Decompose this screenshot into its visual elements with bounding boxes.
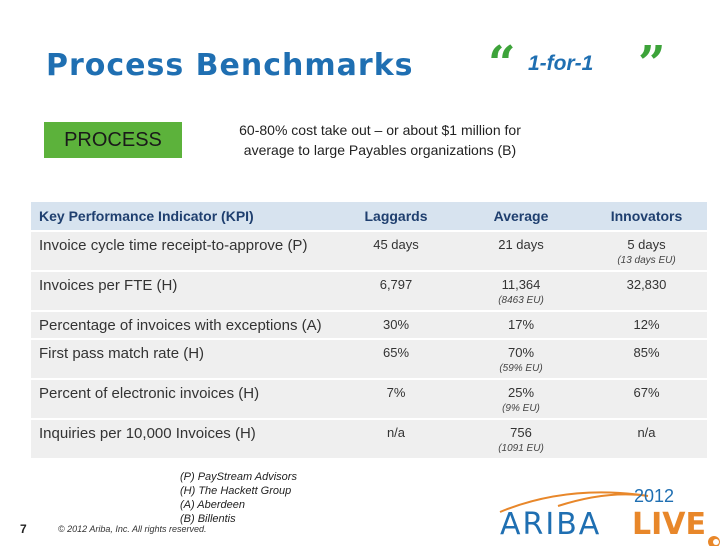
table-row: Inquiries per 10,000 Invoices (H) n/a 75… <box>31 420 707 458</box>
kpi-name: Invoices per FTE (H) <box>31 272 336 310</box>
innovators-cell: 12% <box>586 312 707 338</box>
cost-claim-line-1: 60-80% cost take out – or about $1 milli… <box>239 122 521 138</box>
table-row: Percentage of invoices with exceptions (… <box>31 312 707 338</box>
slide-title: Process Benchmarks <box>46 48 414 83</box>
copyright-notice: © 2012 Ariba, Inc. All rights reserved. <box>58 524 207 534</box>
laggards-cell: 65% <box>336 340 456 378</box>
quote-callout: “ 1-for-1 ” <box>488 40 678 88</box>
process-label-box: PROCESS <box>44 122 182 158</box>
average-subvalue: (9% EU) <box>502 403 540 414</box>
quote-text: 1-for-1 <box>528 52 594 75</box>
header-average: Average <box>456 202 586 230</box>
average-cell: 70% (59% EU) <box>456 340 586 378</box>
average-cell: 11,364 (8463 EU) <box>456 272 586 310</box>
average-cell: 25% (9% EU) <box>456 380 586 418</box>
laggards-cell: 45 days <box>336 232 456 270</box>
innovators-cell: n/a <box>586 420 707 458</box>
innovators-cell: 32,830 <box>586 272 707 310</box>
laggards-cell: 30% <box>336 312 456 338</box>
source-paystream: (P) PayStream Advisors <box>180 471 297 483</box>
average-value: 70% <box>507 345 535 360</box>
open-quote-mark: “ <box>488 36 516 92</box>
table-row: Invoices per FTE (H) 6,797 11,364 (8463 E… <box>31 272 707 310</box>
kpi-name: Percentage of invoices with exceptions (… <box>31 312 336 338</box>
average-subvalue: (8463 EU) <box>498 295 544 306</box>
page-number: 7 <box>20 522 27 536</box>
kpi-name: Inquiries per 10,000 Invoices (H) <box>31 420 336 458</box>
laggards-value: n/a <box>386 425 406 440</box>
average-subvalue: (59% EU) <box>499 363 543 374</box>
innovators-subvalue: (13 days EU) <box>617 255 676 266</box>
innovators-cell: 85% <box>586 340 707 378</box>
average-value: 11,364 <box>501 277 541 292</box>
logo-year: 2012 <box>634 486 674 506</box>
kpi-name: Percent of electronic invoices (H) <box>31 380 336 418</box>
header-innovators: Innovators <box>586 202 707 230</box>
logo-ariba: ARIBA <box>500 507 601 542</box>
average-cell: 756 (1091 EU) <box>456 420 586 458</box>
kpi-table-header: Key Performance Indicator (KPI) Laggards… <box>31 202 707 230</box>
logo-live: LIVE <box>632 507 706 542</box>
table-row: Percent of electronic invoices (H) 7% 25… <box>31 380 707 418</box>
header-laggards: Laggards <box>336 202 456 230</box>
source-billentis: (B) Billentis <box>180 513 236 525</box>
innovators-value: 67% <box>633 385 660 400</box>
ariba-live-logo: 2012 ARIBA LIVE <box>499 486 720 546</box>
table-row: Invoice cycle time receipt-to-approve (P… <box>31 232 707 270</box>
table-row: First pass match rate (H) 65% 70% (59% EU… <box>31 340 707 378</box>
innovators-value: 12% <box>633 317 660 332</box>
average-value: 25% <box>507 385 535 400</box>
innovators-value: n/a <box>637 425 656 440</box>
innovators-value: 5 days <box>627 237 666 252</box>
kpi-name: Invoice cycle time receipt-to-approve (P… <box>31 232 336 270</box>
kpi-table: Key Performance Indicator (KPI) Laggards… <box>31 200 707 460</box>
header-kpi: Key Performance Indicator (KPI) <box>31 202 336 230</box>
laggards-cell: n/a <box>336 420 456 458</box>
innovators-value: 32,830 <box>626 277 667 292</box>
average-cell: 21 days <box>456 232 586 270</box>
laggards-value: 30% <box>382 317 410 332</box>
source-aberdeen: (A) Aberdeen <box>180 499 246 511</box>
average-subvalue: (1091 EU) <box>498 443 544 454</box>
average-value: 756 <box>510 425 532 440</box>
innovators-cell: 5 days (13 days EU) <box>586 232 707 270</box>
laggards-value: 45 days <box>373 237 419 252</box>
laggards-cell: 7% <box>336 380 456 418</box>
average-value: 21 days <box>498 237 544 252</box>
innovators-value: 85% <box>633 345 660 360</box>
cost-claim: 60-80% cost take out – or about $1 milli… <box>200 120 560 160</box>
laggards-cell: 6,797 <box>336 272 456 310</box>
innovators-cell: 67% <box>586 380 707 418</box>
sources-list: (P) PayStream Advisors (H) The Hackett G… <box>180 470 297 526</box>
logo-swoosh <box>499 491 649 513</box>
average-cell: 17% <box>456 312 586 338</box>
laggards-value: 6,797 <box>379 277 413 292</box>
kpi-name: First pass match rate (H) <box>31 340 336 378</box>
logo-dot-inner <box>713 539 719 545</box>
cost-claim-line-2: average to large Payables organizations … <box>243 142 517 158</box>
source-hackett: (H) The Hackett Group <box>180 485 292 497</box>
laggards-value: 65% <box>382 345 410 360</box>
close-quote-mark: ” <box>638 36 666 92</box>
laggards-value: 7% <box>386 385 406 400</box>
average-value: 17% <box>507 317 535 332</box>
